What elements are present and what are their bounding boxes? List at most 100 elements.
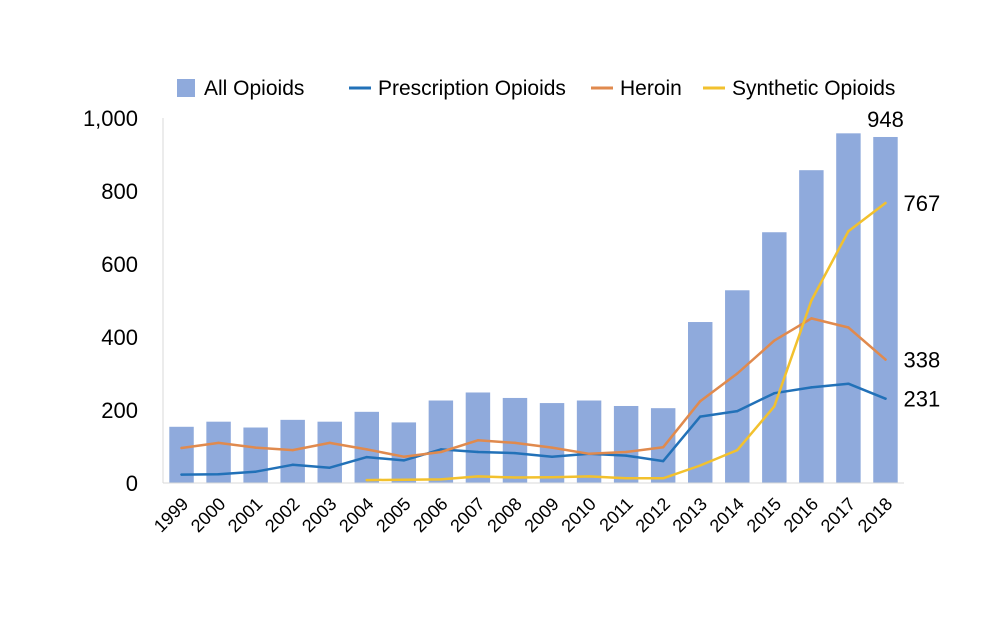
bar-all-opioids-2008 bbox=[502, 397, 528, 483]
x-tick-label: 1999 bbox=[150, 494, 192, 536]
x-tick-label: 2001 bbox=[224, 494, 266, 536]
bar-all-opioids-2011 bbox=[613, 405, 639, 483]
legend-swatch-all-opioids bbox=[177, 79, 195, 97]
point-synthetic-opioids-2012 bbox=[661, 477, 665, 480]
point-prescription-opioids-2000 bbox=[217, 473, 220, 476]
point-prescription-opioids-2002 bbox=[291, 463, 294, 466]
data-label-all-opioids: 948 bbox=[867, 107, 904, 132]
point-prescription-opioids-2015 bbox=[773, 392, 776, 395]
point-prescription-opioids-2007 bbox=[476, 450, 480, 454]
point-prescription-opioids-2017 bbox=[847, 382, 850, 385]
legend-label-all-opioids: All Opioids bbox=[204, 77, 304, 100]
point-synthetic-opioids-2005 bbox=[402, 478, 406, 481]
point-heroin-2011 bbox=[624, 450, 628, 454]
legend-label-synthetic-opioids: Synthetic Opioids bbox=[732, 77, 895, 100]
data-label-heroin: 338 bbox=[903, 348, 940, 373]
y-axis: 0 200 400 600 800 1,000 bbox=[83, 106, 164, 496]
point-heroin-2015 bbox=[773, 339, 776, 342]
end-labels: 948 231 338 767 bbox=[867, 107, 940, 412]
data-label-synthetic-opioids: 767 bbox=[903, 191, 940, 216]
x-tick-label: 2005 bbox=[372, 494, 414, 536]
point-prescription-opioids-2006 bbox=[439, 448, 443, 451]
point-prescription-opioids-2012 bbox=[661, 459, 665, 463]
x-tick-label: 2012 bbox=[632, 494, 674, 536]
point-heroin-2003 bbox=[328, 441, 331, 445]
point-prescription-opioids-2003 bbox=[328, 466, 331, 469]
x-tick-label: 2007 bbox=[446, 494, 488, 536]
x-axis: 1999200020012002200320042005200620072008… bbox=[150, 482, 904, 536]
point-synthetic-opioids-2016 bbox=[810, 299, 813, 302]
point-heroin-2016 bbox=[810, 317, 813, 320]
data-label-prescription-opioids: 231 bbox=[903, 387, 940, 412]
bar-all-opioids-2001 bbox=[243, 427, 268, 483]
line-series bbox=[180, 201, 887, 482]
point-heroin-2013 bbox=[699, 400, 702, 403]
point-heroin-2008 bbox=[513, 441, 517, 445]
point-heroin-1999 bbox=[180, 446, 183, 450]
point-synthetic-opioids-2013 bbox=[699, 464, 702, 467]
y-tick-label: 0 bbox=[126, 471, 138, 496]
point-synthetic-opioids-2015 bbox=[773, 405, 776, 408]
point-synthetic-opioids-2006 bbox=[439, 478, 443, 481]
x-tick-label: 2010 bbox=[557, 494, 599, 536]
bar-all-opioids-2006 bbox=[428, 400, 454, 483]
point-prescription-opioids-2005 bbox=[402, 459, 406, 462]
point-heroin-2006 bbox=[439, 450, 443, 454]
x-tick-label: 2014 bbox=[706, 494, 748, 536]
point-synthetic-opioids-2018 bbox=[884, 201, 887, 205]
point-heroin-2001 bbox=[254, 446, 257, 449]
point-synthetic-opioids-2011 bbox=[624, 477, 628, 480]
point-heroin-2004 bbox=[365, 448, 368, 451]
point-synthetic-opioids-2004 bbox=[365, 478, 368, 482]
x-tick-label: 2000 bbox=[187, 494, 229, 536]
point-prescription-opioids-1999 bbox=[180, 473, 183, 476]
bar-all-opioids-2002 bbox=[280, 419, 305, 483]
point-heroin-2010 bbox=[587, 452, 591, 455]
point-synthetic-opioids-2010 bbox=[587, 475, 591, 478]
line-prescription-opioids bbox=[180, 382, 887, 476]
point-heroin-2017 bbox=[847, 326, 850, 329]
point-prescription-opioids-2013 bbox=[699, 415, 702, 418]
x-tick-label: 2013 bbox=[669, 494, 711, 536]
x-tick-label: 2018 bbox=[854, 494, 896, 536]
point-prescription-opioids-2001 bbox=[254, 470, 257, 473]
point-synthetic-opioids-2009 bbox=[550, 475, 554, 479]
point-heroin-2000 bbox=[217, 441, 220, 445]
x-tick-label: 2008 bbox=[483, 494, 525, 536]
bar-all-opioids-2007 bbox=[465, 392, 491, 483]
point-heroin-2002 bbox=[291, 448, 294, 452]
point-prescription-opioids-2011 bbox=[624, 454, 628, 457]
point-heroin-2007 bbox=[476, 439, 480, 442]
bar-series bbox=[169, 133, 898, 484]
y-tick-label: 600 bbox=[101, 252, 138, 277]
point-prescription-opioids-2009 bbox=[550, 455, 554, 458]
x-tick-label: 2017 bbox=[817, 494, 859, 536]
bar-all-opioids-2005 bbox=[391, 422, 417, 483]
bar-all-opioids-2018 bbox=[873, 136, 898, 484]
point-prescription-opioids-2004 bbox=[365, 455, 368, 459]
bar-all-opioids-2015 bbox=[762, 232, 787, 483]
bar-all-opioids-2003 bbox=[317, 421, 342, 483]
point-synthetic-opioids-2014 bbox=[736, 448, 739, 452]
legend-label-prescription-opioids: Prescription Opioids bbox=[378, 77, 566, 100]
point-heroin-2009 bbox=[550, 446, 554, 449]
x-tick-label: 2002 bbox=[261, 494, 303, 536]
point-heroin-2012 bbox=[661, 446, 665, 449]
x-tick-label: 2015 bbox=[743, 494, 785, 536]
x-tick-label: 2011 bbox=[595, 494, 637, 536]
point-prescription-opioids-2008 bbox=[513, 451, 517, 455]
y-tick-label: 400 bbox=[101, 325, 138, 350]
point-synthetic-opioids-2017 bbox=[847, 229, 850, 233]
x-tick-label: 2004 bbox=[335, 494, 377, 536]
y-tick-label: 1,000 bbox=[83, 106, 138, 131]
point-prescription-opioids-2014 bbox=[736, 409, 739, 413]
point-prescription-opioids-2018 bbox=[884, 397, 887, 400]
x-tick-label: 2006 bbox=[409, 494, 451, 536]
point-prescription-opioids-2016 bbox=[810, 386, 813, 389]
line-heroin bbox=[180, 317, 887, 458]
bar-all-opioids-2010 bbox=[576, 400, 602, 483]
point-synthetic-opioids-2007 bbox=[476, 475, 480, 478]
point-synthetic-opioids-2008 bbox=[513, 476, 517, 479]
y-tick-label: 200 bbox=[101, 398, 138, 423]
